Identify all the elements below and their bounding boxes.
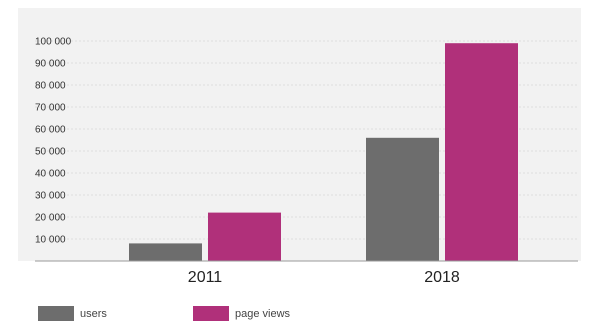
y-axis-ticks: 10 000 20 000 30 000 40 000 50 000 60 000 70 0… xyxy=(35,37,72,246)
bar-page-views-2011 xyxy=(208,212,281,261)
y-tick-label: 50 000 xyxy=(35,147,66,158)
legend: users page views xyxy=(38,306,291,321)
y-tick-label: 80 000 xyxy=(35,81,66,92)
bars xyxy=(129,43,518,262)
y-tick-label: 10 000 xyxy=(35,235,66,246)
legend-label-page-views: page views xyxy=(235,308,291,320)
y-tick-label: 70 000 xyxy=(35,103,66,114)
y-tick-label: 20 000 xyxy=(35,213,66,224)
y-tick-label: 90 000 xyxy=(35,59,66,70)
y-tick-label: 30 000 xyxy=(35,191,66,202)
x-category-label: 2011 xyxy=(188,269,223,286)
y-tick-label: 100 000 xyxy=(35,37,72,48)
bar-users-2018 xyxy=(366,137,439,261)
y-tick-label: 60 000 xyxy=(35,125,66,136)
y-tick-label: 40 000 xyxy=(35,169,66,180)
bar-page-views-2018 xyxy=(445,43,518,262)
bar-users-2011 xyxy=(129,243,202,261)
legend-swatch-page-views xyxy=(193,306,229,321)
legend-label-users: users xyxy=(80,308,107,320)
legend-swatch-users xyxy=(38,306,74,321)
x-category-label: 2018 xyxy=(424,269,460,286)
x-axis-categories: 2011 2018 xyxy=(188,269,460,286)
